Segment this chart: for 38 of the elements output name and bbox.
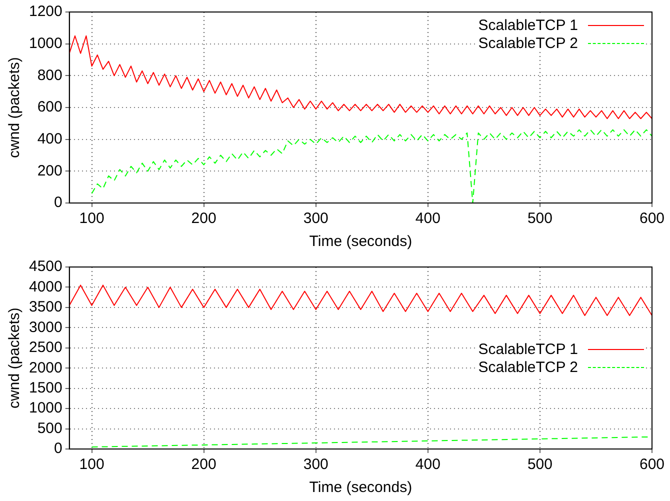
x-tick-label: 100 <box>79 456 104 474</box>
x-axis-title: Time (seconds) <box>309 479 412 496</box>
y-tick-label: 4000 <box>28 278 62 296</box>
legend-label: ScalableTCP 1 <box>478 340 578 358</box>
y-tick-label: 0 <box>54 194 62 212</box>
x-tick-label: 500 <box>527 456 552 474</box>
x-tick-label: 300 <box>303 456 328 474</box>
y-tick-label: 1000 <box>28 400 62 417</box>
y-tick-label: 800 <box>37 66 62 84</box>
x-tick-label: 300 <box>303 210 328 228</box>
x-tick-label: 200 <box>191 456 216 474</box>
legend-label: ScalableTCP 2 <box>478 34 578 52</box>
y-tick-label: 3500 <box>28 298 62 316</box>
x-tick-label: 500 <box>527 210 552 228</box>
y-axis-title: cwnd (packets) <box>6 57 24 158</box>
line-series <box>91 129 652 203</box>
y-axis-title: cwnd (packets) <box>6 308 24 408</box>
y-tick-label: 500 <box>37 420 62 437</box>
x-tick-label: 400 <box>415 210 440 228</box>
legend-label: ScalableTCP 1 <box>478 16 578 34</box>
y-tick-label: 1500 <box>28 379 62 396</box>
x-tick-label: 200 <box>191 210 216 228</box>
y-tick-label: 400 <box>37 130 62 148</box>
legend-label: ScalableTCP 2 <box>478 358 578 376</box>
x-tick-label: 400 <box>415 456 440 474</box>
y-tick-label: 1200 <box>28 3 62 20</box>
x-tick-label: 600 <box>639 456 665 474</box>
y-tick-label: 0 <box>54 440 62 458</box>
y-tick-label: 200 <box>37 162 62 180</box>
y-tick-label: 1000 <box>28 34 62 52</box>
y-tick-label: 4500 <box>28 258 62 276</box>
x-tick-label: 100 <box>79 210 104 228</box>
y-tick-label: 3000 <box>28 318 62 336</box>
y-tick-label: 2000 <box>28 359 62 376</box>
x-tick-label: 600 <box>639 210 665 228</box>
y-tick-label: 2500 <box>28 339 62 356</box>
y-tick-label: 600 <box>37 98 62 116</box>
x-axis-title: Time (seconds) <box>309 233 412 250</box>
